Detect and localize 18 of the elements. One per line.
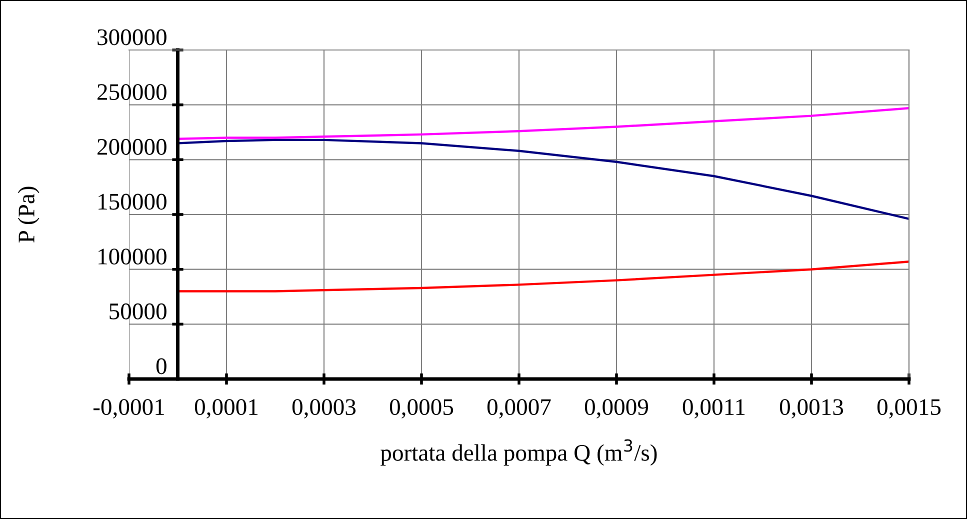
y-tick-label: 150000 bbox=[98, 194, 166, 210]
x-tick-label: 0,0005 bbox=[390, 399, 454, 418]
x-axis-title: portata della pompa Q (m$^{3}$/s) bbox=[380, 439, 657, 466]
y-tick-label: 300000 bbox=[98, 29, 166, 46]
x-tick-label: 0,0001 bbox=[194, 399, 258, 418]
x-tick-label: -0,0001 bbox=[93, 399, 164, 418]
y-axis-title: P (Pa) bbox=[18, 186, 40, 243]
x-tick-label: 0,0013 bbox=[780, 399, 844, 418]
y-tick-label: 0 bbox=[156, 358, 166, 374]
y-tick-label: 50000 bbox=[110, 303, 166, 320]
y-tick-label: 100000 bbox=[98, 248, 166, 265]
x-tick-label: 0,0009 bbox=[584, 399, 648, 418]
y-tick-label: 250000 bbox=[98, 84, 166, 100]
x-tick-label: 0,0015 bbox=[877, 399, 941, 418]
x-tick-label: 0,0011 bbox=[682, 399, 745, 418]
y-tick-label: 200000 bbox=[98, 138, 166, 155]
x-tick-label: 0,0007 bbox=[487, 399, 551, 418]
x-tick-label: 0,0003 bbox=[292, 399, 356, 418]
